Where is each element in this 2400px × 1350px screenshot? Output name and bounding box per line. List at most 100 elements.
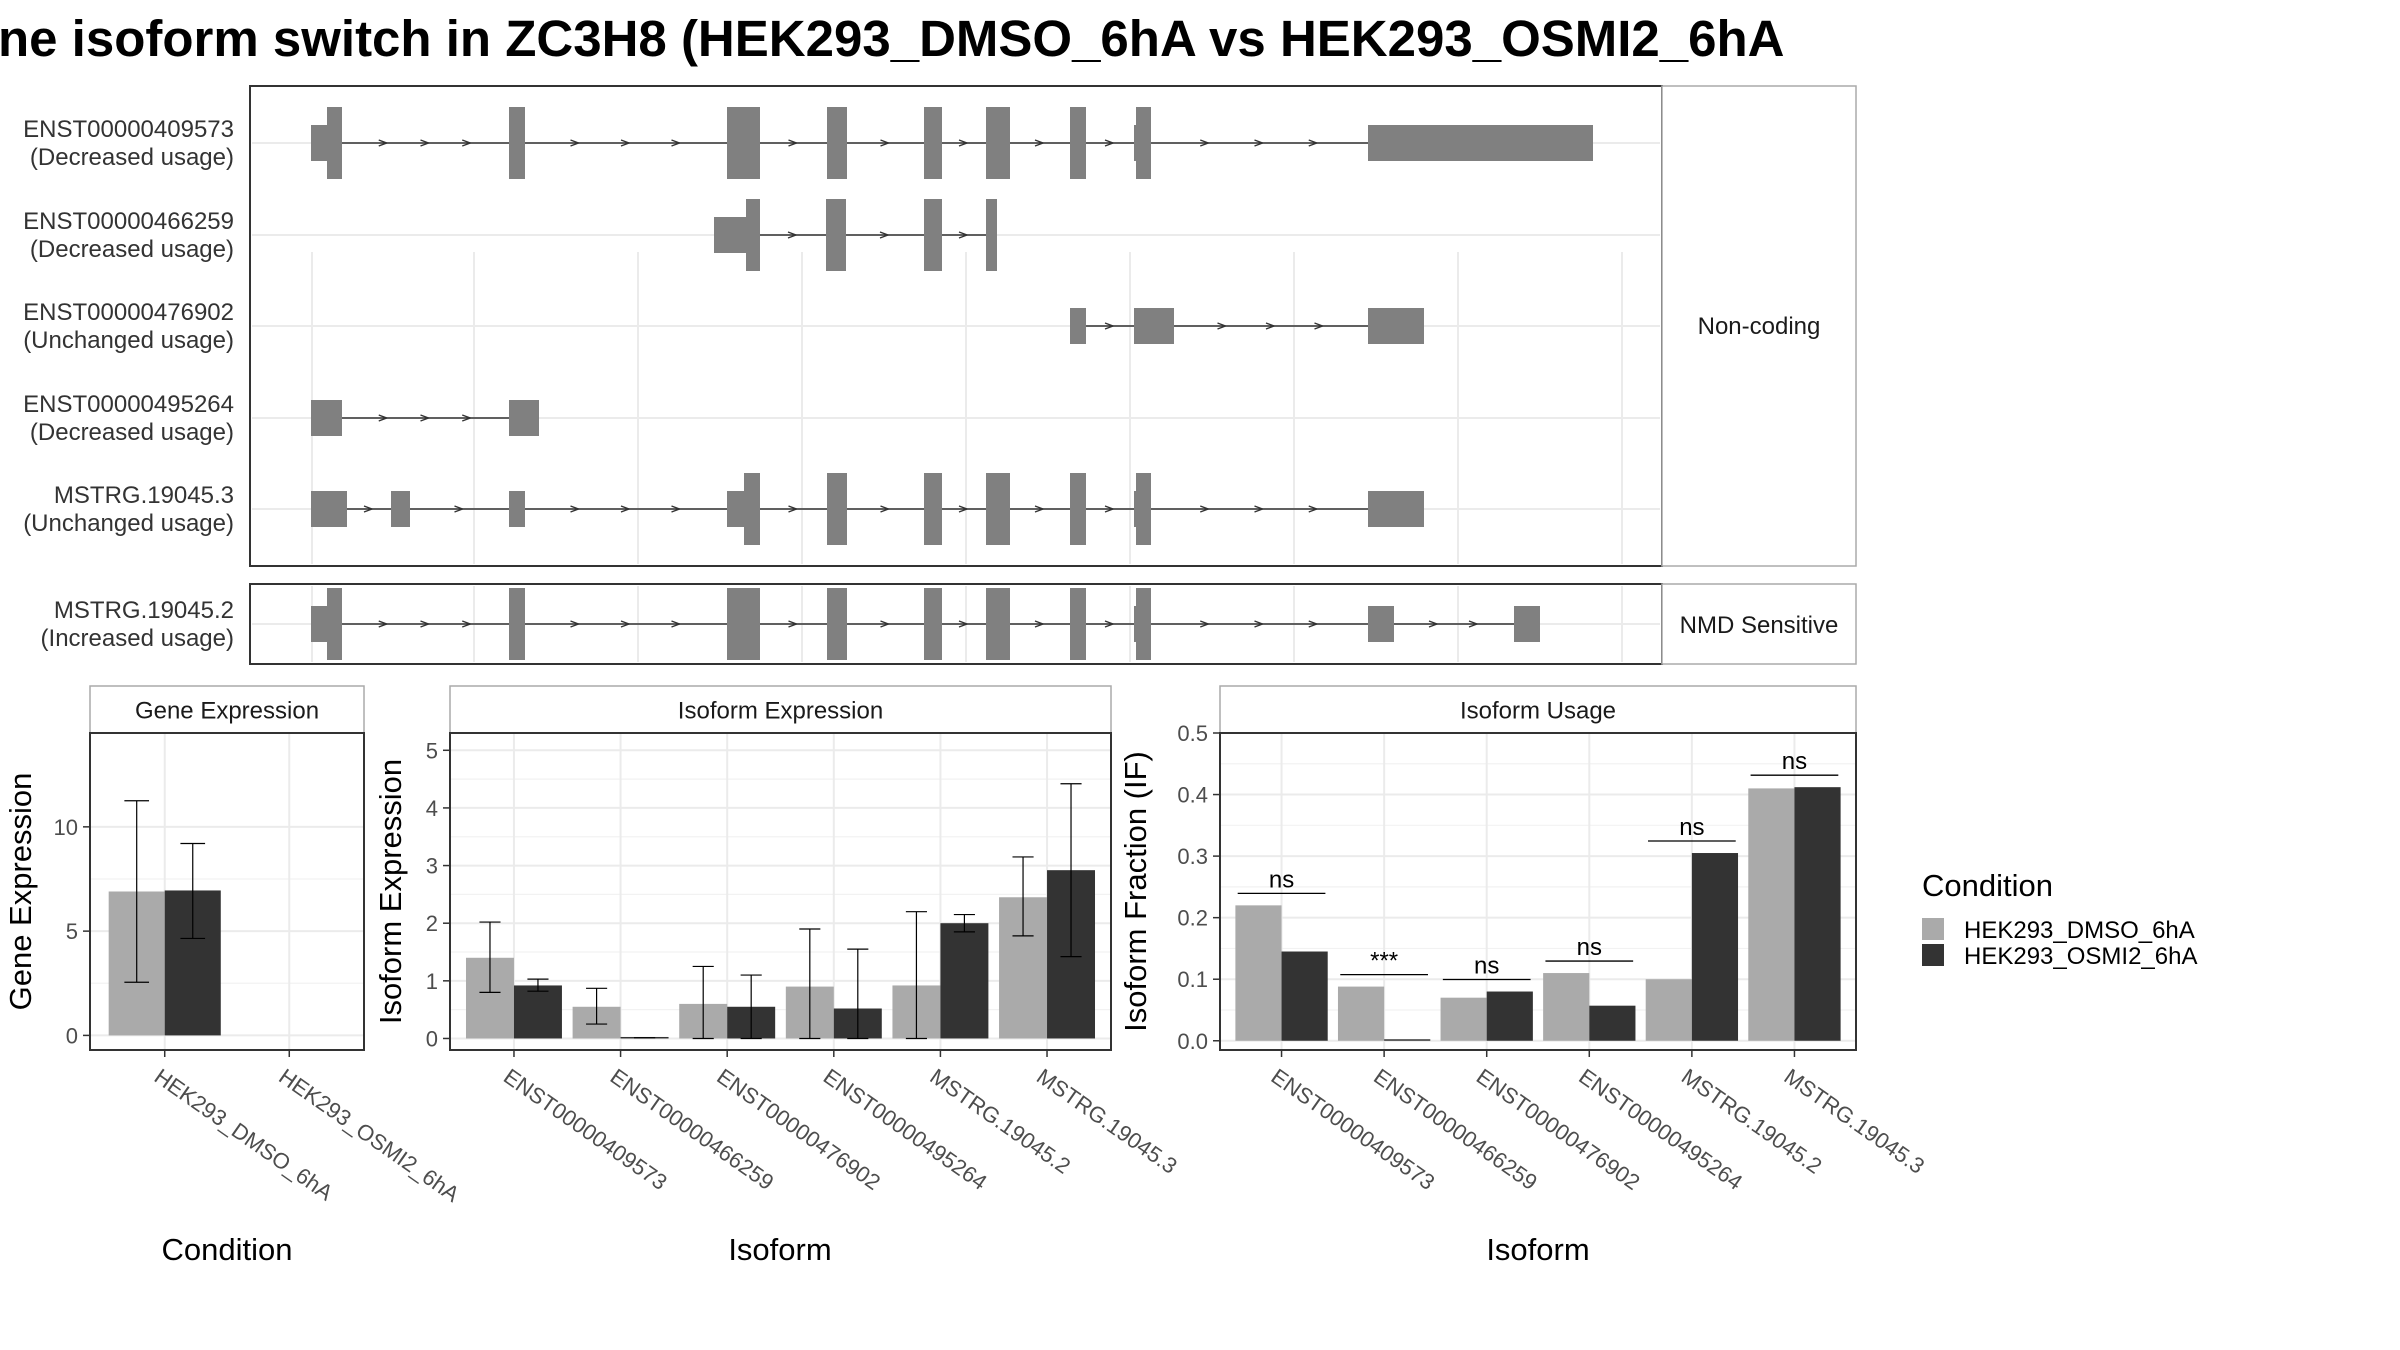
y-tick-label: 2 — [426, 911, 438, 936]
strand-arrow — [880, 620, 891, 628]
noncoding-strip — [1661, 85, 1857, 567]
exon-block — [1368, 308, 1424, 344]
exon-block — [714, 217, 750, 253]
strand-arrow — [958, 231, 969, 239]
strand-arrow — [1468, 620, 1479, 628]
strip-box — [449, 685, 1112, 734]
strand-arrow — [1034, 139, 1045, 147]
exon-block — [826, 199, 846, 271]
bar — [1486, 991, 1533, 1041]
y-tick-label: 5 — [426, 738, 438, 763]
y-tick-label: 0 — [66, 1023, 78, 1048]
exon-block — [827, 473, 847, 545]
transcript-label: ENST00000495264 (Decreased usage) — [23, 391, 234, 446]
transcript-label-line: ENST00000476902 — [23, 299, 234, 326]
strand-arrow — [880, 139, 891, 147]
transcript-track — [1070, 308, 1424, 344]
strand-arrow — [1104, 139, 1115, 147]
strand-arrow — [1104, 505, 1115, 513]
exon-block — [1070, 308, 1086, 344]
strand-arrow — [958, 505, 969, 513]
exon-block — [727, 107, 760, 179]
strand-arrow — [570, 139, 581, 147]
strand-arrow — [1217, 322, 1228, 330]
exon-block — [986, 199, 997, 271]
bar — [1794, 787, 1841, 1041]
transcript-track — [714, 199, 997, 271]
exon-block — [1514, 606, 1540, 642]
strand-arrow — [363, 505, 374, 513]
significance-label: *** — [1370, 948, 1398, 975]
exon-block — [1134, 308, 1174, 344]
bar — [513, 985, 562, 1039]
exon-block — [1070, 107, 1086, 179]
exon-block — [1070, 473, 1086, 545]
strand-arrow — [788, 139, 799, 147]
strand-arrow — [787, 231, 798, 239]
strand-arrow — [671, 505, 682, 513]
strand-arrow — [1308, 620, 1319, 628]
strand-arrow — [620, 505, 631, 513]
exon-block — [327, 588, 342, 660]
strand-arrow — [1265, 322, 1276, 330]
transcript-label-line: (Increased usage) — [41, 625, 234, 652]
transcript-label: ENST00000476902 (Unchanged usage) — [23, 299, 234, 354]
strand-arrow — [620, 139, 631, 147]
strand-arrow — [1200, 505, 1211, 513]
bar — [1281, 951, 1328, 1041]
bar — [1337, 986, 1385, 1041]
strip-label: Isoform Usage — [1460, 698, 1616, 725]
bar — [1589, 1005, 1636, 1041]
exon-block — [924, 107, 942, 179]
exon-block — [727, 491, 749, 527]
exon-block — [986, 473, 1010, 545]
figure-title: ne isoform switch in ZC3H8 (HEK293_DMSO_… — [0, 10, 1785, 67]
bar — [1645, 979, 1692, 1041]
exon-block — [744, 473, 760, 545]
strand-arrow — [1104, 620, 1115, 628]
strand-arrow — [1314, 322, 1325, 330]
strand-arrow — [880, 505, 891, 513]
transcript-label-line: (Decreased usage) — [30, 144, 234, 171]
legend-label-dmso: HEK293_DMSO_6hA — [1964, 917, 2195, 944]
transcript-label-line: (Decreased usage) — [30, 419, 234, 446]
exon-block — [391, 491, 410, 527]
strand-arrow — [462, 620, 473, 628]
legend-key-dmso — [1922, 918, 1944, 940]
transcript-label: ENST00000409573 (Decreased usage) — [23, 116, 234, 171]
exon-block — [1136, 473, 1151, 545]
bar — [1543, 973, 1590, 1041]
transcript-label-line: MSTRG.19045.2 — [54, 597, 234, 624]
bar — [1235, 905, 1282, 1041]
transcript-track — [311, 107, 1593, 179]
isoform-expression-panel: Isoform Expression012345ENST00000409573E… — [373, 685, 1182, 1267]
exon-block — [1136, 588, 1151, 660]
transcript-label-line: (Unchanged usage) — [23, 327, 234, 354]
strand-arrow — [958, 620, 969, 628]
strand-arrow — [420, 620, 431, 628]
strand-arrow — [1104, 322, 1115, 330]
strand-arrow — [620, 620, 631, 628]
strand-arrow — [462, 414, 473, 422]
strand-arrow — [1254, 620, 1265, 628]
strand-arrow — [671, 139, 682, 147]
strand-arrow — [671, 620, 682, 628]
transcript-label: MSTRG.19045.2 (Increased usage) — [41, 597, 234, 652]
y-tick-label: 1 — [426, 969, 438, 994]
strip-box — [89, 685, 365, 734]
y-tick-label: 0 — [426, 1026, 438, 1051]
exon-block — [327, 107, 342, 179]
y-tick-label: 0.1 — [1177, 967, 1208, 992]
panel-border — [449, 732, 1112, 1051]
x-axis-title: Isoform — [1486, 1232, 1589, 1267]
exon-block — [311, 491, 347, 527]
y-tick-label: 0.0 — [1177, 1029, 1208, 1054]
significance-label: ns — [1269, 866, 1294, 893]
noncoding-strip-label: Non-coding — [1698, 313, 1821, 340]
strand-arrow — [958, 139, 969, 147]
exon-block — [1136, 107, 1151, 179]
strand-arrow — [378, 139, 389, 147]
strand-arrow — [1034, 620, 1045, 628]
exon-block — [509, 107, 525, 179]
legend: Condition HEK293_DMSO_6hA HEK293_OSMI2_6… — [1922, 868, 2197, 970]
